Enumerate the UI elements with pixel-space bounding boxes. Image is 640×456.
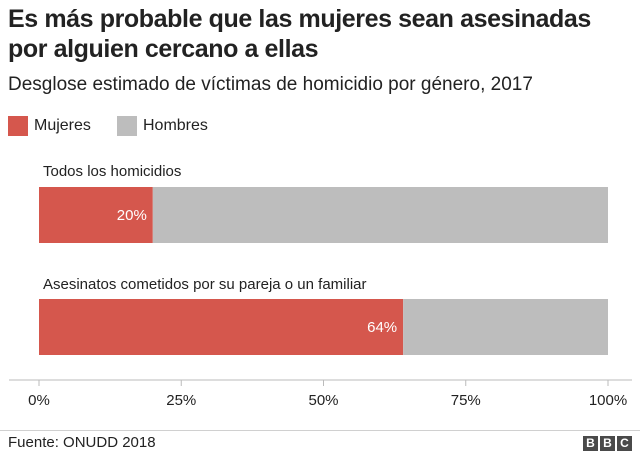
bbc-logo-letter: B	[583, 436, 598, 451]
stacked-bar-chart: Todos los homicidios 20% Asesinatos come…	[9, 163, 632, 409]
bar-hombres-todos	[152, 187, 609, 243]
bbc-logo: B B C	[581, 436, 632, 451]
legend-swatch-mujeres	[8, 116, 28, 136]
footer: Fuente: ONUDD 2018 B B C	[0, 430, 640, 456]
data-label-mujeres-pareja: 64%	[367, 319, 397, 336]
x-tick-label: 75%	[451, 392, 481, 409]
legend-label-mujeres: Mujeres	[34, 117, 91, 134]
x-tick-label: 50%	[308, 392, 338, 409]
category-label-1: Asesinatos cometidos por su pareja o un …	[43, 276, 367, 293]
x-tick-label: 25%	[166, 392, 196, 409]
x-tick-label: 0%	[28, 392, 50, 409]
chart-title: Es más probable que las mujeres sean ase…	[8, 5, 591, 63]
x-tick-label: 100%	[589, 392, 627, 409]
bar-hombres-pareja	[403, 299, 608, 355]
legend-item-hombres: Hombres	[117, 116, 208, 136]
chart-subtitle: Desglose estimado de víctimas de homicid…	[8, 74, 533, 95]
legend-swatch-hombres	[117, 116, 137, 136]
bar-mujeres-todos	[39, 187, 153, 243]
bbc-logo-letter: B	[600, 436, 615, 451]
category-label-0: Todos los homicidios	[43, 163, 181, 180]
legend-item-mujeres: Mujeres	[8, 116, 91, 136]
bar-mujeres-pareja	[39, 299, 404, 355]
x-axis-ticks: 0% 25% 50% 75% 100%	[28, 380, 627, 409]
data-label-mujeres-todos: 20%	[117, 207, 147, 224]
source-note: Fuente: ONUDD 2018	[8, 434, 156, 451]
legend-label-hombres: Hombres	[143, 117, 208, 134]
bbc-logo-letter: C	[617, 436, 632, 451]
